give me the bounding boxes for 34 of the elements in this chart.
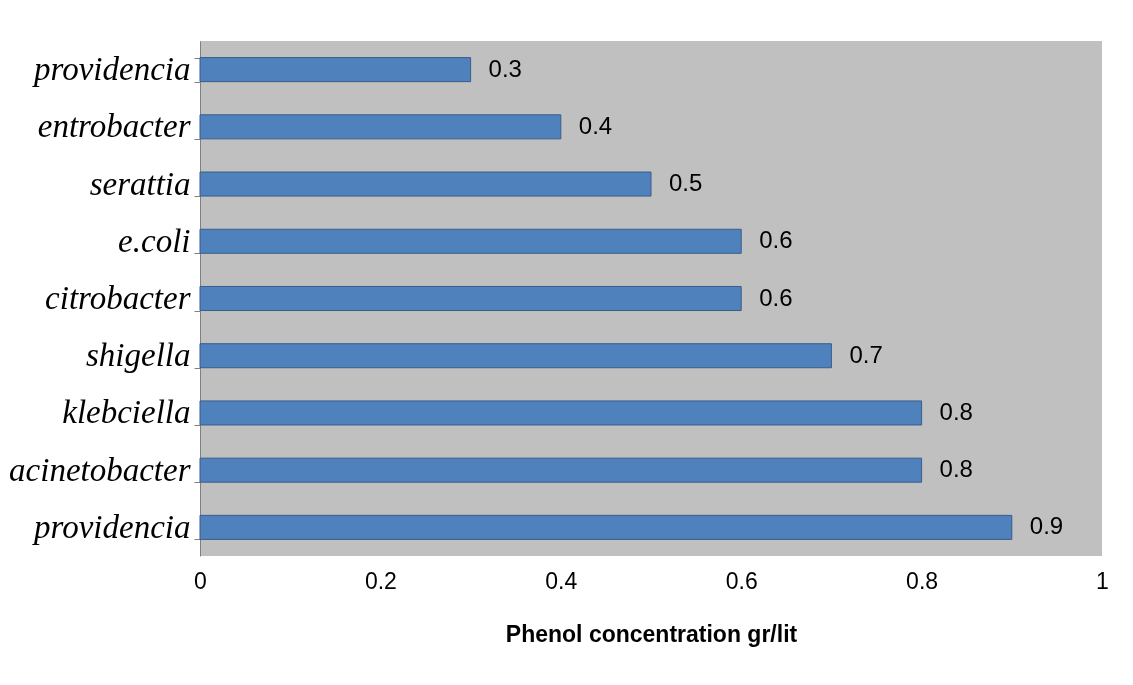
data-label: 0.9	[1029, 512, 1064, 540]
data-label: 0.8	[939, 455, 973, 483]
x-tick-label: 0.8	[906, 567, 939, 594]
data-label: 0.7	[849, 340, 883, 368]
data-label: 0.3	[488, 54, 522, 82]
data-label: 0.6	[759, 283, 793, 311]
bar	[199, 285, 742, 312]
bar	[199, 228, 742, 254]
bar	[199, 457, 923, 483]
y-tick-label: e.coli	[118, 222, 191, 259]
y-tick-label: providencia	[32, 508, 191, 545]
y-tick-label: serattia	[89, 165, 191, 202]
bar	[199, 171, 652, 197]
y-tick-label: citrobacter	[45, 280, 191, 316]
y-tick-label: providencia	[32, 51, 191, 88]
data-label: 0.8	[939, 397, 973, 425]
y-tick-label: shigella	[86, 337, 191, 374]
data-label: 0.6	[759, 226, 793, 254]
bar	[199, 57, 472, 83]
x-tick-label: 1	[1096, 567, 1109, 594]
x-tick-label: 0.2	[364, 567, 397, 594]
y-tick-label: klebciella	[62, 394, 191, 431]
y-tick-label: entrobacter	[37, 108, 191, 145]
bar	[199, 114, 562, 140]
bar	[199, 514, 1013, 540]
x-axis-title: Phenol concentration gr/lit	[505, 620, 798, 647]
bar	[199, 343, 832, 369]
data-label: 0.4	[578, 111, 613, 139]
bar	[199, 400, 923, 426]
y-tick-label: acinetobacter	[9, 451, 191, 488]
x-tick-label: 0.4	[545, 567, 578, 594]
data-label: 0.5	[669, 169, 703, 197]
x-tick-label: 0.6	[725, 567, 758, 594]
x-tick-label: 0	[194, 567, 207, 594]
